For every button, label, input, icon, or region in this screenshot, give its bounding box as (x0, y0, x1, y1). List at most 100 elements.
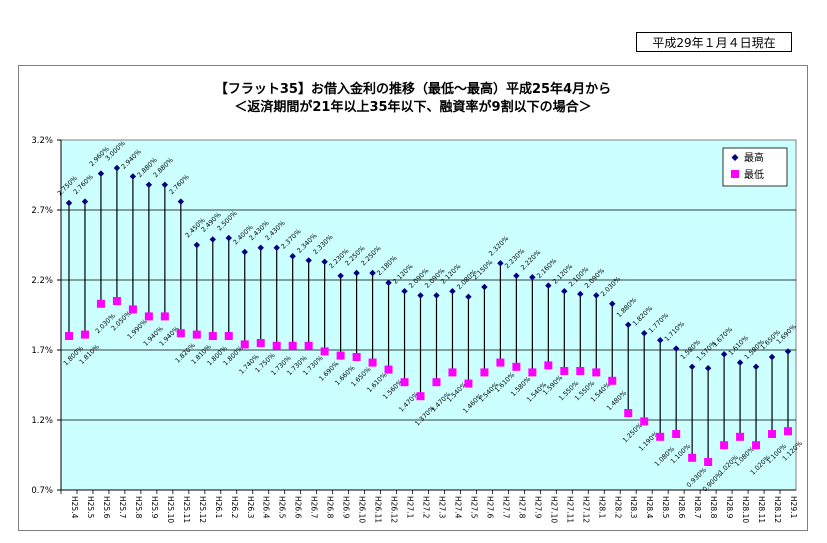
x-tick-label: H28.3 (629, 496, 638, 519)
x-tick-label: H27.8 (517, 496, 526, 519)
x-tick-label: H27.1 (406, 496, 415, 519)
x-tick-label: H26.5 (278, 496, 287, 519)
x-tick-label: H26.6 (294, 496, 303, 519)
high-marker (129, 173, 137, 180)
high-marker (625, 321, 632, 328)
x-tick-label: H27.12 (581, 496, 590, 523)
low-marker (208, 332, 217, 340)
x-tick-label: H27.11 (565, 496, 574, 523)
high-marker (688, 363, 696, 370)
high-marker (305, 257, 312, 264)
low-marker (240, 340, 249, 349)
x-tick-label: H26.2 (230, 496, 239, 519)
low-marker (704, 458, 713, 466)
x-tick-label: H28.12 (773, 496, 782, 523)
y-tick-label: 2.7% (31, 206, 53, 216)
low-marker (784, 427, 793, 436)
x-tick-label: H25.10 (166, 496, 175, 523)
x-tick-label: H28.6 (677, 496, 686, 519)
low-marker (496, 358, 505, 367)
high-marker (241, 248, 248, 256)
high-marker (289, 253, 296, 260)
low-marker (192, 330, 201, 339)
high-marker (704, 365, 712, 372)
high-marker (193, 241, 201, 249)
x-tick-label: H26.4 (262, 496, 271, 519)
low-marker (688, 453, 697, 462)
x-tick-label: H26.7 (310, 496, 319, 519)
x-tick-label: H26.9 (342, 496, 351, 519)
high-marker (672, 345, 680, 352)
x-tick-label: H25.11 (182, 496, 191, 523)
legend-high-label: 最高 (744, 151, 764, 164)
low-marker (384, 365, 393, 374)
high-marker (609, 300, 616, 307)
low-marker (176, 329, 185, 338)
low-marker (256, 339, 265, 347)
low-marker (640, 417, 649, 426)
high-marker (353, 269, 360, 277)
x-tick-label: H26.3 (246, 496, 255, 519)
x-tick-label: H25.4 (70, 496, 79, 519)
low-marker (304, 341, 313, 350)
low-marker (96, 299, 105, 308)
low-marker (400, 378, 409, 387)
high-marker (81, 198, 89, 205)
y-tick-label: 2.2% (31, 276, 53, 286)
low-marker (656, 432, 665, 441)
high-marker (497, 260, 504, 267)
x-tick-label: H25.7 (118, 496, 127, 519)
low-marker (352, 353, 361, 361)
x-tick-label: H29.1 (789, 496, 798, 519)
low-marker (224, 332, 233, 340)
x-tick-label: H26.11 (374, 496, 383, 523)
high-marker (736, 359, 744, 366)
x-tick-label: H27.10 (549, 496, 558, 523)
x-tick-label: H28.9 (725, 496, 734, 519)
high-marker (641, 330, 648, 337)
low-marker (592, 368, 601, 377)
low-marker (768, 430, 777, 438)
high-marker (720, 351, 728, 358)
low-marker (432, 378, 441, 387)
x-tick-label: H28.4 (645, 496, 654, 519)
high-marker (385, 279, 392, 286)
high-marker (65, 199, 73, 207)
x-tick-label: H28.5 (661, 496, 670, 519)
low-marker (448, 368, 457, 377)
low-marker (112, 297, 121, 305)
high-marker (465, 293, 472, 300)
x-tick-label: H27.6 (485, 496, 494, 519)
high-marker (337, 272, 344, 279)
low-marker (368, 358, 377, 367)
low-marker (720, 441, 729, 450)
low-marker (544, 361, 553, 370)
x-tick-label: H25.8 (134, 496, 143, 519)
legend-high-marker (731, 154, 739, 161)
high-marker (225, 234, 232, 242)
low-marker (576, 367, 585, 375)
low-marker (336, 351, 345, 360)
low-marker (480, 368, 489, 377)
x-tick-label: H26.12 (390, 496, 399, 523)
low-marker (464, 379, 473, 388)
y-tick-label: 0.7% (31, 486, 53, 496)
low-marker (560, 367, 569, 375)
high-marker (577, 290, 584, 298)
x-tick-label: H26.8 (326, 496, 335, 519)
legend-box (722, 147, 788, 187)
low-marker (512, 362, 521, 371)
high-marker (433, 292, 440, 299)
high-marker (145, 181, 153, 188)
high-marker (768, 353, 776, 361)
low-marker (416, 392, 425, 401)
high-marker (513, 272, 520, 279)
high-marker (656, 337, 664, 344)
low-marker (608, 376, 617, 385)
low-marker (144, 312, 153, 321)
x-tick-label: H28.7 (693, 496, 702, 519)
high-marker (593, 292, 600, 299)
x-tick-label: H27.5 (469, 496, 478, 519)
x-tick-label: H26.10 (358, 496, 367, 523)
x-tick-label: H28.8 (709, 496, 718, 519)
